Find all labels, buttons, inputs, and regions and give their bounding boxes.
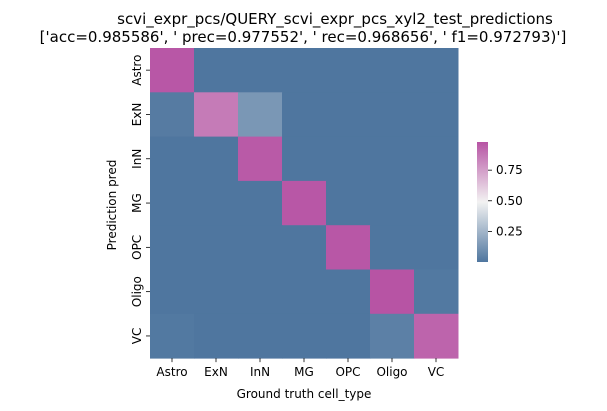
heatmap-cell-VC-Astro (150, 313, 195, 359)
colorbar-tick-label: 0.25 (496, 224, 523, 238)
heatmap-cell-InN-InN (238, 136, 283, 182)
heatmap-cell-VC-ExN (194, 313, 239, 359)
heatmap-cell-Oligo-VC (414, 269, 459, 315)
x-tick-label: Oligo (376, 365, 407, 379)
x-tick-label: ExN (204, 365, 228, 379)
heatmap-cell-MG-InN (238, 180, 283, 226)
y-tick-label: Oligo (130, 276, 144, 307)
heatmap-cell-MG-ExN (194, 180, 239, 226)
heatmap-cell-Astro-InN (238, 48, 283, 93)
heatmap-cell-InN-VC (414, 136, 459, 182)
heatmap-cell-Oligo-OPC (326, 269, 371, 315)
heatmap-cell-Oligo-InN (238, 269, 283, 315)
heatmap-cell-ExN-Astro (150, 92, 195, 138)
heatmap-cell-OPC-OPC (326, 225, 371, 270)
heatmap-cells (150, 48, 459, 359)
colorbar-tick-label: 0.50 (496, 194, 523, 208)
heatmap-cell-OPC-InN (238, 225, 283, 270)
y-axis-label: Prediction pred (105, 160, 119, 251)
heatmap-cell-OPC-Astro (150, 225, 195, 270)
heatmap-cell-Oligo-ExN (194, 269, 239, 315)
heatmap-cell-VC-InN (238, 313, 283, 359)
y-axis-ticks: Astro ExN InN MG OPC Oligo VC (130, 55, 150, 345)
heatmap-cell-Astro-Oligo (370, 48, 415, 93)
heatmap-cell-OPC-VC (414, 225, 459, 270)
colorbar-tick-label: 0.75 (496, 163, 523, 177)
heatmap-cell-MG-Astro (150, 180, 195, 226)
heatmap-cell-MG-MG (282, 180, 327, 226)
y-tick-label: OPC (130, 235, 144, 260)
heatmap-cell-Oligo-Oligo (370, 269, 415, 315)
colorbar-ticks: 0.25 0.50 0.75 (488, 163, 523, 238)
heatmap-cell-Astro-ExN (194, 48, 239, 93)
y-tick-label: Astro (130, 55, 144, 86)
heatmap-cell-Astro-VC (414, 48, 459, 93)
x-tick-label: OPC (335, 365, 360, 379)
heatmap-cell-InN-Astro (150, 136, 195, 182)
heatmap-cell-VC-VC (414, 313, 459, 359)
heatmap-cell-Astro-MG (282, 48, 327, 93)
heatmap-cell-Astro-OPC (326, 48, 371, 93)
heatmap-cell-VC-Oligo (370, 313, 415, 359)
heatmap-cell-OPC-MG (282, 225, 327, 270)
x-tick-label: InN (250, 365, 270, 379)
heatmap-cell-InN-OPC (326, 136, 371, 182)
heatmap-cell-InN-ExN (194, 136, 239, 182)
heatmap-cell-Astro-Astro (150, 48, 195, 93)
y-tick-label: InN (130, 149, 144, 169)
heatmap-cell-Oligo-Astro (150, 269, 195, 315)
x-axis-ticks: Astro ExN InN MG OPC Oligo VC (156, 358, 444, 379)
heatmap-cell-OPC-ExN (194, 225, 239, 270)
x-axis-label: Ground truth cell_type (237, 387, 372, 401)
heatmap-cell-MG-OPC (326, 180, 371, 226)
heatmap-cell-OPC-Oligo (370, 225, 415, 270)
heatmap-cell-VC-MG (282, 313, 327, 359)
heatmap-cell-InN-MG (282, 136, 327, 182)
heatmap-cell-ExN-OPC (326, 92, 371, 138)
heatmap-cell-MG-Oligo (370, 180, 415, 226)
chart-subtitle: ['acc=0.985586', ' prec=0.977552', ' rec… (40, 28, 567, 46)
y-tick-label: MG (130, 193, 144, 213)
heatmap-cell-ExN-InN (238, 92, 283, 138)
x-tick-label: VC (428, 365, 445, 379)
heatmap-cell-InN-Oligo (370, 136, 415, 182)
chart-title: scvi_expr_pcs/QUERY_scvi_expr_pcs_xyl2_t… (117, 10, 553, 29)
colorbar (477, 142, 488, 262)
x-tick-label: Astro (156, 365, 187, 379)
heatmap-cell-ExN-VC (414, 92, 459, 138)
heatmap-cell-MG-VC (414, 180, 459, 226)
heatmap-cell-Oligo-MG (282, 269, 327, 315)
y-tick-label: ExN (130, 103, 144, 127)
x-tick-label: MG (294, 365, 314, 379)
heatmap-cell-ExN-Oligo (370, 92, 415, 138)
heatmap-cell-ExN-MG (282, 92, 327, 138)
y-tick-label: VC (130, 328, 144, 345)
heatmap-cell-ExN-ExN (194, 92, 239, 138)
heatmap-cell-VC-OPC (326, 313, 371, 359)
